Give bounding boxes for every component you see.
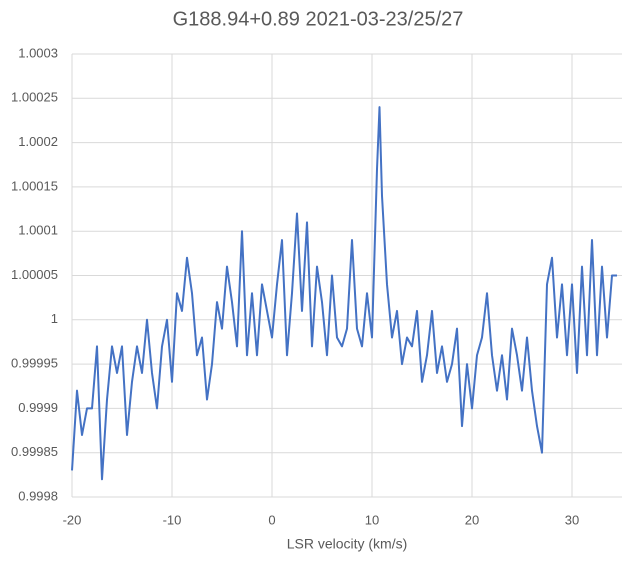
x-tick-label: 20	[465, 512, 479, 527]
x-tick-label: 30	[565, 512, 579, 527]
y-tick-label: 0.9998	[18, 488, 58, 503]
y-tick-label: 1.00025	[11, 90, 58, 105]
y-tick-label: 1.0003	[18, 45, 58, 60]
y-tick-label: 0.99995	[11, 356, 58, 371]
x-tick-label: -10	[163, 512, 182, 527]
x-tick-label: -20	[63, 512, 82, 527]
y-tick-label: 0.99985	[11, 444, 58, 459]
chart-title: G188.94+0.89 2021-03-23/25/27	[173, 8, 464, 30]
y-tick-label: 1.00015	[11, 178, 58, 193]
x-axis-title: LSR velocity (km/s)	[287, 536, 408, 552]
x-tick-label: 10	[365, 512, 379, 527]
x-tick-label: 0	[268, 512, 275, 527]
data-line	[71, 106, 617, 481]
y-tick-label: 1	[51, 311, 58, 326]
y-tick-label: 1.0002	[18, 134, 58, 149]
y-tick-label: 1.00005	[11, 267, 58, 282]
y-tick-label: 0.9999	[18, 400, 58, 415]
y-tick-label: 1.0001	[18, 223, 58, 238]
